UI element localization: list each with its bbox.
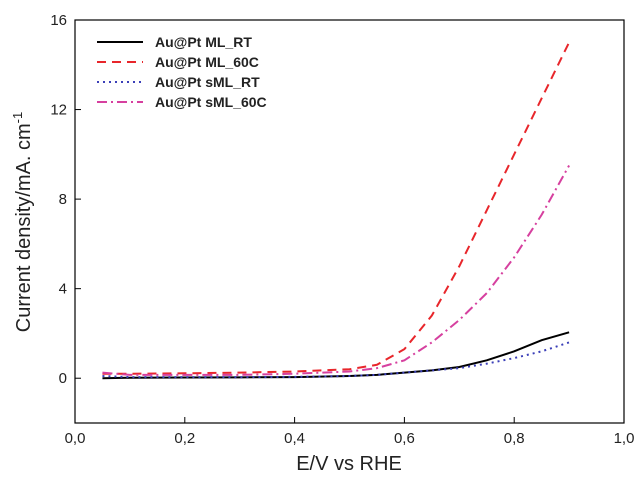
x-tick-label: 0,8 <box>504 430 525 447</box>
y-tick-label: 0 <box>59 370 67 387</box>
x-tick-label: 0,6 <box>394 430 415 447</box>
y-axis-label-text: Current density/mA. cm <box>13 123 35 332</box>
series-line <box>102 165 570 376</box>
y-axis-label-superscript: -1 <box>10 112 25 124</box>
legend-label: Au@Pt sML_60C <box>155 94 267 110</box>
y-tick-label: 12 <box>50 102 67 119</box>
x-tick-label: 0,4 <box>284 430 305 447</box>
x-tick-label: 0,0 <box>65 430 86 447</box>
x-tick-label: 1,0 <box>614 430 634 447</box>
series-line <box>102 341 570 379</box>
y-tick-label: 4 <box>59 281 67 298</box>
y-tick-label: 8 <box>59 191 67 208</box>
x-tick-label: 0,2 <box>174 430 195 447</box>
legend-label: Au@Pt sML_RT <box>155 74 260 90</box>
series-line <box>102 331 570 380</box>
y-tick-label: 16 <box>50 12 67 29</box>
legend-label: Au@Pt ML_60C <box>155 54 259 70</box>
x-axis-label: E/V vs RHE <box>296 453 402 475</box>
legend-label: Au@Pt ML_RT <box>155 34 252 50</box>
y-axis-label: Current density/mA. cm-1 <box>10 112 35 333</box>
plot-frame <box>74 19 625 424</box>
series-line <box>102 41 570 375</box>
